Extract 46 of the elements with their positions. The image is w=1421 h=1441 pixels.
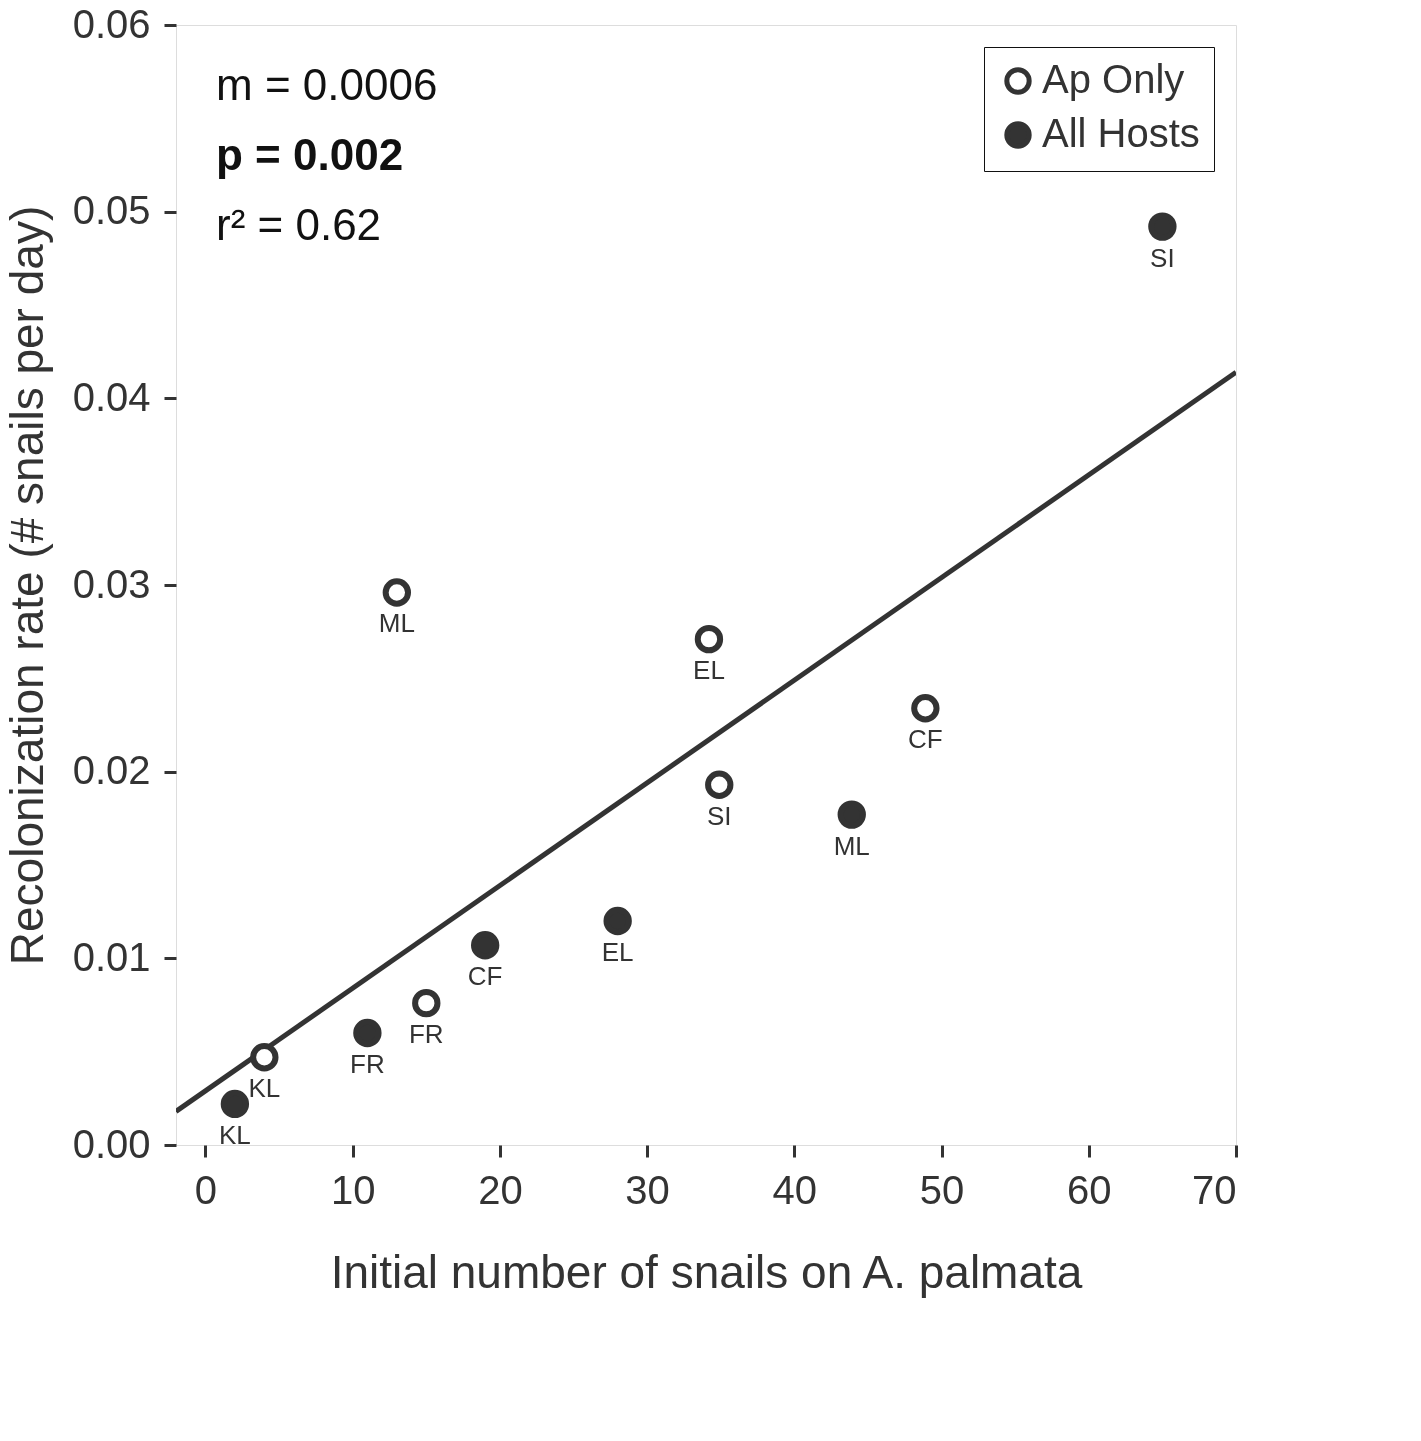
- x-tick-label: 50: [919, 1167, 965, 1212]
- annotation: EL: [693, 655, 725, 686]
- point: [220, 1089, 250, 1119]
- x-axis-title: Initial number of snails on A. palmata: [330, 1245, 1083, 1298]
- x-tick-label: 70: [1192, 1167, 1237, 1212]
- x-tick-label: 10: [330, 1167, 376, 1212]
- annotation: SI: [1150, 242, 1175, 273]
- annotation: m = 0.0006: [216, 60, 438, 109]
- y-tick-label: 0.05: [72, 188, 151, 233]
- y-tick-label: 0.00: [72, 1121, 151, 1166]
- annotation: ML: [833, 830, 870, 861]
- point: [603, 906, 632, 936]
- annotation: SI: [706, 800, 732, 831]
- annotation: FR: [350, 1049, 385, 1079]
- annotation: ML: [378, 608, 415, 639]
- y-tick-label: 0.04: [72, 374, 151, 419]
- x-tick-label: 30: [625, 1167, 670, 1212]
- annotation: r² = 0.62: [216, 200, 382, 249]
- point: [412, 988, 441, 1018]
- point: [470, 931, 500, 960]
- x-tick-label: 40: [772, 1167, 818, 1212]
- annotation: CF: [908, 724, 943, 755]
- point: [694, 624, 724, 654]
- point: [911, 694, 940, 723]
- annotation: p = 0.002: [216, 130, 404, 179]
- y-tick-label: 0.02: [72, 748, 151, 793]
- annotation: EL: [601, 937, 634, 967]
- annotation: FR: [408, 1019, 444, 1050]
- y-tick-label: 0.01: [72, 934, 151, 979]
- point: [705, 770, 734, 799]
- point: [353, 1018, 382, 1048]
- annotation: KL: [248, 1073, 281, 1104]
- annotation: KL: [218, 1119, 251, 1150]
- point: [1148, 212, 1177, 241]
- x-tick-label: 0: [194, 1167, 218, 1212]
- legend-label: All Hosts: [1042, 111, 1200, 155]
- point: [837, 800, 866, 829]
- point: [382, 578, 412, 607]
- annotation: CF: [467, 961, 503, 992]
- y-axis-title: Recolonization rate (# snails per day): [0, 205, 53, 966]
- point: [250, 1043, 279, 1072]
- y-tick-label: 0.06: [72, 1, 151, 46]
- y-tick-label: 0.03: [72, 561, 151, 606]
- x-tick-label: 20: [478, 1167, 523, 1212]
- x-tick-label: 60: [1067, 1167, 1112, 1212]
- legend-label: Ap Only: [1042, 57, 1185, 101]
